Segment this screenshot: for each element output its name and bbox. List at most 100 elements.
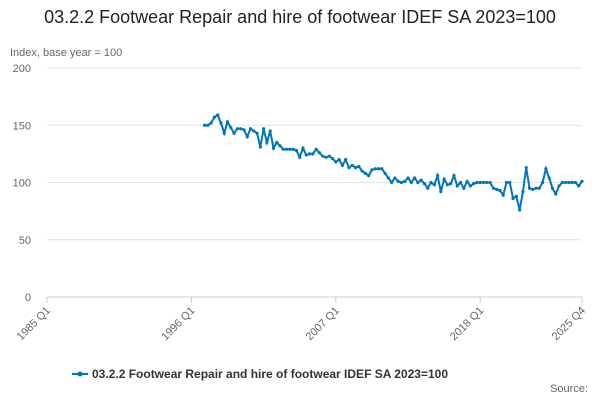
- point: [442, 177, 446, 181]
- point: [567, 180, 571, 185]
- point: [357, 164, 361, 169]
- point: [462, 186, 466, 190]
- point: [531, 187, 535, 191]
- y-axis-label: Index, base year = 100: [10, 47, 122, 59]
- point: [258, 145, 262, 149]
- point: [291, 147, 295, 151]
- legend-marker: [77, 371, 83, 377]
- x-tick-label: 1996 Q1: [159, 305, 197, 343]
- point: [294, 148, 299, 153]
- point: [501, 193, 505, 197]
- point: [413, 176, 417, 180]
- point: [262, 127, 266, 131]
- point: [429, 180, 433, 185]
- x-tick-label: 1985 Q1: [15, 305, 53, 343]
- point: [383, 171, 387, 175]
- point: [422, 182, 427, 186]
- point: [350, 163, 354, 167]
- point: [560, 180, 564, 185]
- point: [380, 167, 384, 171]
- point: [367, 174, 371, 178]
- point: [557, 184, 561, 188]
- point: [334, 160, 338, 164]
- point: [344, 158, 348, 162]
- point: [521, 190, 525, 194]
- point: [491, 186, 495, 190]
- point: [439, 190, 443, 194]
- point: [219, 121, 223, 125]
- point: [202, 123, 207, 127]
- point: [577, 184, 581, 188]
- point: [554, 192, 558, 196]
- point: [524, 166, 528, 170]
- point: [534, 186, 538, 190]
- point: [281, 147, 285, 151]
- point: [353, 166, 358, 170]
- point: [311, 152, 315, 156]
- y-tick-label: 0: [25, 292, 31, 304]
- point: [396, 179, 400, 183]
- point: [373, 167, 377, 171]
- point: [324, 155, 328, 159]
- point: [330, 156, 335, 161]
- point: [570, 180, 574, 185]
- point: [508, 180, 512, 185]
- point: [252, 129, 256, 133]
- x-tick-label: 2018 Q1: [448, 305, 486, 343]
- point: [304, 153, 308, 157]
- point: [275, 140, 279, 145]
- point: [235, 127, 239, 131]
- x-tick-label: 2025 Q4: [550, 305, 588, 343]
- point: [547, 176, 551, 180]
- point: [406, 176, 410, 180]
- point: [399, 180, 404, 185]
- point: [206, 123, 210, 127]
- point: [458, 180, 463, 185]
- point: [347, 166, 351, 170]
- point: [518, 208, 522, 212]
- point: [475, 180, 479, 185]
- point: [271, 146, 276, 150]
- point: [498, 188, 502, 193]
- point: [445, 183, 450, 187]
- point: [337, 158, 341, 162]
- point: [455, 184, 459, 188]
- point: [232, 131, 236, 135]
- point: [222, 131, 226, 135]
- point: [390, 180, 394, 185]
- point: [435, 174, 440, 178]
- point: [321, 154, 325, 158]
- point: [563, 180, 568, 185]
- point: [393, 176, 397, 180]
- point: [386, 176, 390, 180]
- point: [298, 155, 302, 159]
- point: [225, 120, 230, 124]
- point: [255, 131, 259, 135]
- point: [449, 182, 453, 186]
- point: [216, 113, 220, 117]
- point: [478, 180, 482, 185]
- point: [229, 125, 233, 130]
- point: [409, 180, 413, 185]
- point: [468, 184, 473, 188]
- point: [537, 186, 541, 190]
- point: [278, 144, 282, 148]
- point: [307, 152, 312, 156]
- point: [485, 180, 489, 185]
- point: [514, 194, 518, 198]
- point: [317, 151, 322, 155]
- point: [209, 121, 213, 125]
- point: [376, 167, 381, 171]
- point: [301, 146, 305, 150]
- point: [573, 180, 578, 185]
- point: [265, 140, 269, 145]
- point: [239, 127, 243, 131]
- point: [452, 174, 456, 178]
- point: [481, 180, 486, 185]
- source: Source:: [550, 383, 588, 395]
- point: [541, 180, 545, 185]
- point: [314, 147, 318, 151]
- point: [248, 127, 253, 131]
- x-tick-label: 2007 Q1: [304, 305, 342, 343]
